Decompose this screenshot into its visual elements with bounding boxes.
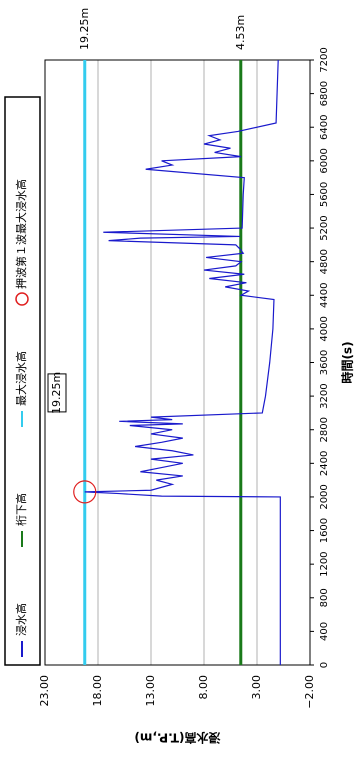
x-tick-label: 3600 bbox=[319, 350, 330, 375]
x-tick-label: 7200 bbox=[319, 47, 330, 72]
x-tick-label: 5200 bbox=[319, 215, 330, 240]
reference-label: 4.53m bbox=[234, 15, 247, 50]
y-tick-label: −2.00 bbox=[303, 675, 316, 709]
x-tick-label: 2000 bbox=[319, 484, 330, 509]
x-tick-label: 1200 bbox=[319, 551, 330, 576]
x-tick-label: 0 bbox=[319, 662, 330, 668]
legend-label: 押波第１波最大浸水高 bbox=[14, 179, 28, 289]
x-tick-label: 1600 bbox=[319, 518, 330, 543]
y-tick-label: 18.00 bbox=[91, 675, 104, 707]
legend-label: 桁下高 bbox=[14, 493, 28, 526]
x-tick-label: 5600 bbox=[319, 182, 330, 207]
legend-swatch bbox=[15, 292, 29, 306]
x-tick-label: 400 bbox=[319, 622, 330, 641]
x-tick-label: 800 bbox=[319, 588, 330, 607]
x-tick-label: 4000 bbox=[319, 316, 330, 341]
x-tick-label: 6800 bbox=[319, 81, 330, 106]
plot-frame bbox=[44, 59, 311, 666]
legend-label: 浸水高 bbox=[14, 603, 28, 636]
y-tick-label: 3.00 bbox=[250, 675, 263, 700]
x-axis-title: 時間(s) bbox=[340, 341, 355, 383]
legend-label: 最大浸水高 bbox=[14, 351, 28, 406]
x-tick-label: 2800 bbox=[319, 417, 330, 442]
x-tick-label: 3200 bbox=[319, 383, 330, 408]
peak-marker bbox=[73, 480, 97, 504]
y-tick-label: 23.00 bbox=[38, 675, 51, 707]
data-line bbox=[84, 59, 281, 665]
x-tick-label: 2400 bbox=[319, 451, 330, 476]
x-tick-label: 4800 bbox=[319, 249, 330, 274]
x-tick-label: 6400 bbox=[319, 114, 330, 139]
reference-label: 19.25m bbox=[78, 8, 91, 50]
legend-box bbox=[4, 96, 41, 666]
y-tick-label: 8.00 bbox=[197, 675, 210, 700]
y-axis-title: 浸水高(T.P.,m) bbox=[134, 731, 220, 746]
rotated-chart: −2.00 3.00 8.00 13.00 18.00 23.00 0 400 800 1200 1… bbox=[4, 8, 355, 746]
peak-label: 19.25m bbox=[50, 372, 63, 414]
x-tick-label: 6000 bbox=[319, 148, 330, 173]
y-tick-label: 13.00 bbox=[144, 675, 157, 707]
x-tick-label: 4400 bbox=[319, 283, 330, 308]
peak-label-box bbox=[47, 373, 67, 413]
